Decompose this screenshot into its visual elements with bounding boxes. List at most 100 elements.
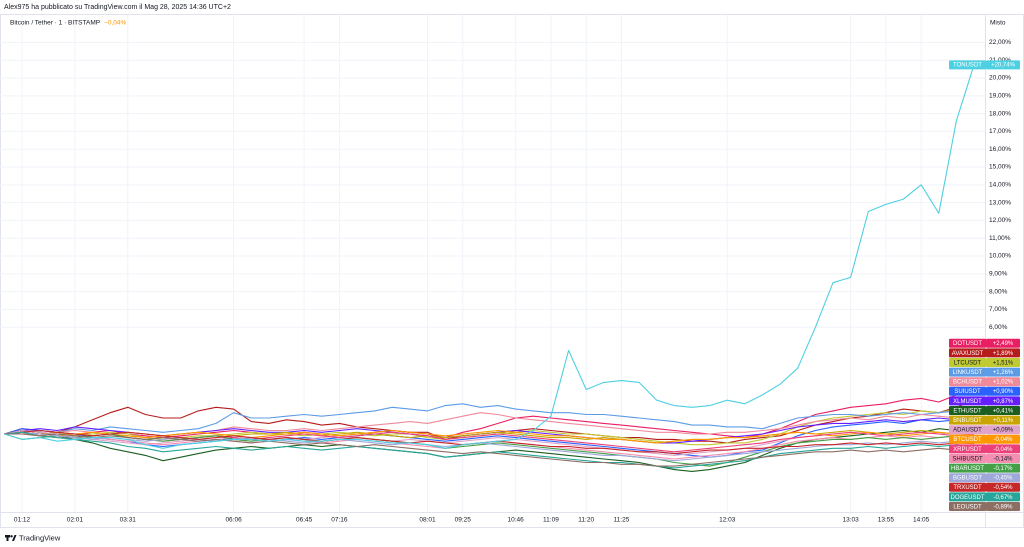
label-name: ADAUSDT (953, 428, 982, 434)
label-value: +2,49% (993, 341, 1014, 347)
label-name-box (949, 406, 986, 415)
y-tick-label: 22,00% (989, 39, 1011, 46)
label-value: -0,04% (993, 437, 1013, 443)
label-value: +20,74% (991, 63, 1016, 69)
x-tick-label: 11:25 (614, 517, 630, 524)
label-value-box (986, 502, 1020, 511)
symbol-change: −0,04% (104, 20, 126, 27)
logo-part (10, 535, 13, 538)
x-tick-label: 09:25 (455, 517, 472, 524)
y-tick-label: 6,00% (989, 324, 1008, 331)
label-value: -0,14% (993, 456, 1013, 462)
price-labels: TONUSDT +20,74% DOTUSDT +2,49% AVAXUSDT +1,89… (949, 60, 1020, 511)
label-value: +0,41% (993, 408, 1014, 414)
label-value: -0,67% (993, 495, 1013, 501)
series-line (4, 389, 975, 439)
symbol-legend: Bitcoin / Tether · 1 · BITSTAMP (10, 20, 100, 27)
series-line (4, 417, 975, 458)
label-value: +1,26% (993, 370, 1014, 376)
x-tick-label: 14:05 (913, 517, 930, 524)
label-name-box (949, 386, 986, 396)
label-name: DOGEUSDT (950, 495, 984, 501)
publisher-line: Alex975 ha pubblicato su TradingView.com… (4, 4, 231, 11)
x-tick-label: 01:12 (14, 517, 31, 524)
label-value: -0,45% (993, 476, 1013, 482)
label-name-box (949, 415, 986, 425)
series-line (4, 433, 975, 467)
label-value: -0,04% (993, 447, 1013, 453)
label-name-box (949, 377, 986, 387)
label-value-box (986, 338, 1020, 348)
series-lines (4, 64, 975, 472)
x-tick-label: 08:01 (419, 517, 436, 524)
y-tick-label: 14,00% (989, 182, 1011, 189)
label-name-box (949, 482, 986, 492)
label-name: LINKUSDT (953, 370, 983, 376)
label-name-box (949, 492, 986, 502)
x-tick-label: 13:03 (842, 517, 859, 524)
label-value-box (986, 473, 1020, 483)
label-name: SUIUSDT (954, 389, 981, 395)
y-tick-label: 8,00% (989, 288, 1008, 295)
label-name-box (949, 444, 986, 454)
label-value: +0,09% (993, 428, 1014, 434)
label-name-box (949, 338, 986, 348)
label-name-box (949, 463, 986, 473)
y-tick-label: 15,00% (989, 164, 1011, 171)
label-name: BCHUSDT (953, 380, 982, 386)
x-tick-label: 10:46 (508, 517, 525, 524)
label-name-box (949, 454, 986, 463)
y-tick-label: 7,00% (989, 306, 1008, 313)
label-value-box (986, 386, 1020, 396)
label-name-box (949, 502, 986, 511)
label-name: ETHUSDT (953, 408, 982, 414)
label-name-box (949, 60, 986, 70)
y-tick-label: 11,00% (989, 235, 1011, 242)
y-tick-label: 18,00% (989, 110, 1011, 117)
label-value-box (986, 377, 1020, 387)
x-tick-label: 12:03 (719, 517, 736, 524)
x-tick-label: 11:20 (578, 517, 594, 524)
label-name: XRPUSDT (953, 447, 982, 453)
label-value: +0,87% (993, 399, 1014, 405)
label-name-box (949, 425, 986, 435)
x-tick-label: 03:31 (120, 517, 137, 524)
label-name: XLMUSDT (953, 399, 982, 405)
brand-logo (5, 535, 17, 541)
label-name: LTCUSDT (954, 360, 982, 366)
x-tick-label: 06:45 (296, 517, 313, 524)
label-name-box (949, 434, 986, 444)
label-value: -0,89% (993, 504, 1013, 510)
y-tick-label: 19,00% (989, 93, 1011, 100)
y-tick-label: 16,00% (989, 146, 1011, 153)
label-value-box (986, 463, 1020, 473)
label-value-box (986, 425, 1020, 435)
y-tick-label: 17,00% (989, 128, 1011, 135)
label-value: +0,90% (993, 389, 1014, 395)
label-name-box (949, 473, 986, 483)
y-axis-title: Misto (990, 20, 1006, 27)
label-value: +1,02% (993, 380, 1014, 386)
y-tick-label: 9,00% (989, 271, 1008, 278)
series-line (4, 64, 975, 449)
label-name: SHIBUSDT (952, 456, 983, 462)
y-tick-label: 20,00% (989, 75, 1011, 82)
series-line (4, 403, 975, 435)
x-tick-label: 02:01 (67, 517, 84, 524)
label-value: -0,17% (993, 466, 1013, 472)
label-name: AVAXUSDT (952, 351, 984, 357)
label-value-box (986, 415, 1020, 425)
label-value: +0,11% (993, 418, 1014, 424)
label-value-box (986, 396, 1020, 406)
label-name-box (949, 396, 986, 406)
label-value-box (986, 482, 1020, 492)
label-value: +1,89% (993, 351, 1014, 357)
label-name-box (949, 358, 986, 367)
label-name: BTCUSDT (953, 437, 982, 443)
label-value: -0,54% (993, 485, 1013, 491)
label-name: LEOUSDT (953, 504, 982, 510)
label-name: TONUSDT (953, 63, 982, 69)
label-value-box (986, 60, 1020, 70)
